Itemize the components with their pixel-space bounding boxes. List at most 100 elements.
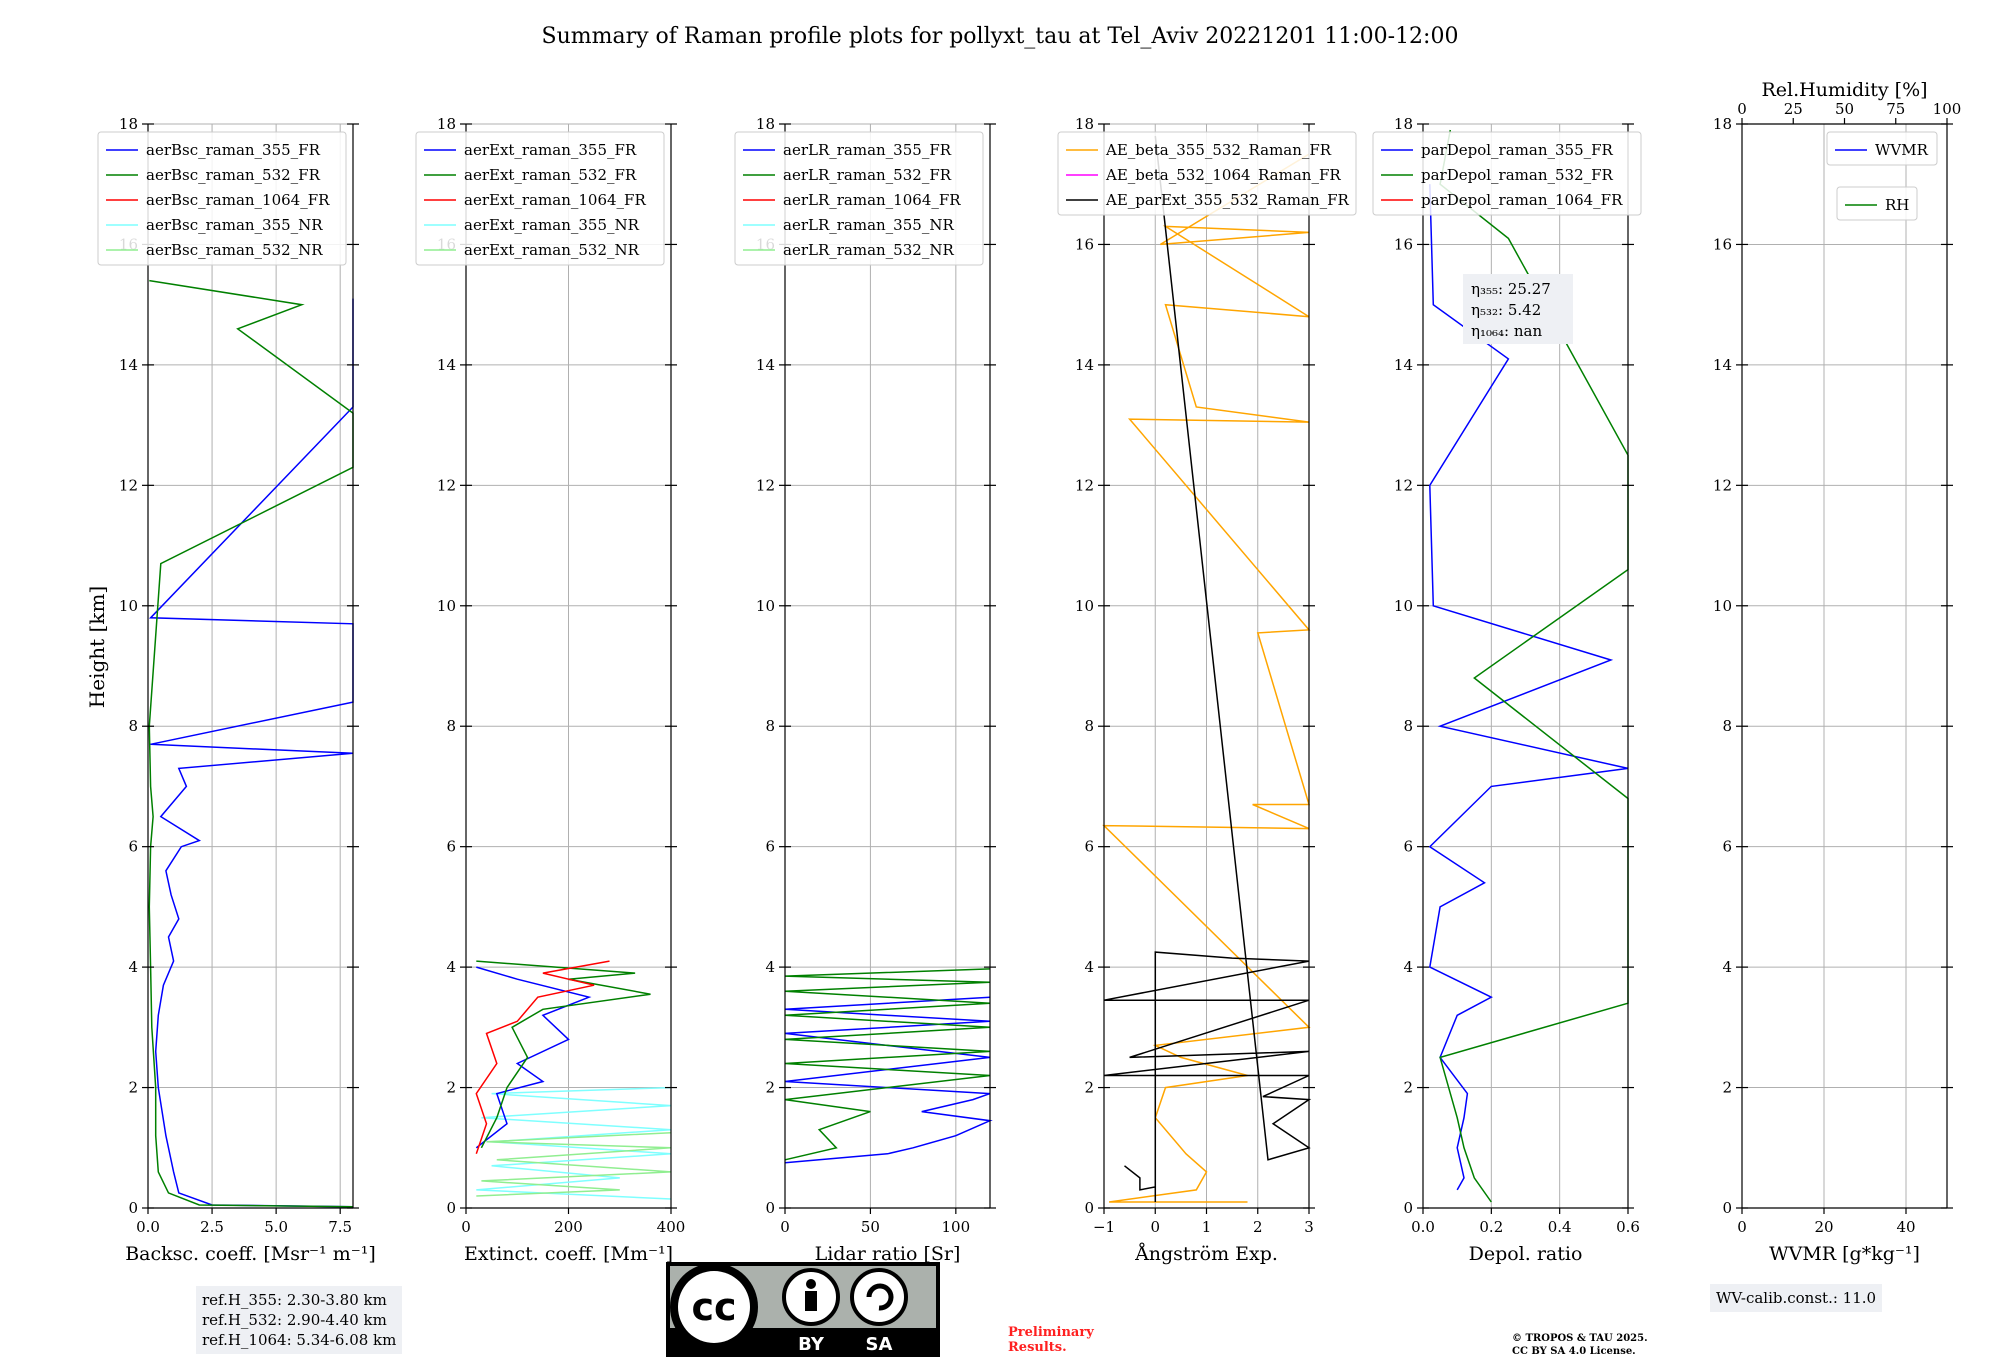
y-tick-label: 18 xyxy=(756,115,775,133)
license-by-label: BY xyxy=(798,1334,825,1355)
copyright-line-2: CC BY SA 4.0 License. xyxy=(1512,1346,1636,1357)
license-sa-label: SA xyxy=(866,1334,893,1355)
y-axis-label: Height [km] xyxy=(85,586,109,708)
x-axis-label: Lidar ratio [Sr] xyxy=(815,1243,961,1265)
x-tick-label: 20 xyxy=(1814,1218,1833,1236)
legend-box xyxy=(415,131,665,266)
y-tick-label: 14 xyxy=(437,356,456,374)
x-tick-label: 1 xyxy=(1202,1218,1212,1236)
y-tick-label: 12 xyxy=(1075,476,1094,494)
legend-label: aerLR_raman_532_NR xyxy=(783,241,954,259)
y-tick-label: 8 xyxy=(128,717,138,735)
legend-label: aerLR_raman_355_NR xyxy=(783,216,954,234)
y-tick-label: 12 xyxy=(437,476,456,494)
y-tick-label: 0 xyxy=(1084,1199,1094,1217)
preliminary-note: Preliminary Results. xyxy=(1008,1325,1094,1355)
x-tick-label: 0 xyxy=(780,1218,790,1236)
y-tick-label: 12 xyxy=(1713,476,1732,494)
series-aerExt_raman_532_NR xyxy=(476,1131,672,1197)
x-tick-label: 5.0 xyxy=(264,1218,288,1236)
preliminary-line-2: Results. xyxy=(1008,1340,1067,1355)
ref-height-532: ref.H_532: 2.90-4.40 km xyxy=(202,1311,387,1329)
y-tick-label: 16 xyxy=(1713,235,1732,253)
top-x-tick-label: 50 xyxy=(1835,100,1854,118)
legend-label: aerBsc_raman_532_NR xyxy=(146,241,323,259)
legend-label: aerExt_raman_1064_FR xyxy=(464,191,646,209)
x-tick-label: 400 xyxy=(657,1218,686,1236)
y-tick-label: 10 xyxy=(437,597,456,615)
by-icon-head xyxy=(806,1279,816,1289)
legend-rh-box xyxy=(1836,186,1918,221)
legend-label: parDepol_raman_355_FR xyxy=(1421,141,1614,159)
y-tick-label: 10 xyxy=(1713,597,1732,615)
y-tick-label: 10 xyxy=(1075,597,1094,615)
y-tick-label: 12 xyxy=(756,476,775,494)
eta-value: η₁₀₆₄: nan xyxy=(1471,322,1542,340)
wv-calibration-box: WV-calib.const.: 11.0 xyxy=(1710,1284,1883,1312)
series-parDepol_raman_355_FR xyxy=(1428,184,1629,1191)
series-AE_parExt_355_532_Raman_FR xyxy=(1103,135,1312,1202)
y-tick-label: 6 xyxy=(1084,838,1094,856)
x-tick-label: 7.5 xyxy=(328,1218,352,1236)
x-tick-label: 0 xyxy=(1150,1218,1160,1236)
x-tick-label: 0 xyxy=(461,1218,471,1236)
legend-label: aerLR_raman_355_FR xyxy=(783,141,952,159)
copyright-line-1: © TROPOS & TAU 2025. xyxy=(1512,1333,1648,1344)
y-tick-label: 2 xyxy=(1084,1079,1094,1097)
x-axis-label: Depol. ratio xyxy=(1469,1243,1583,1265)
sa-icon-arrow xyxy=(866,1283,894,1311)
y-tick-label: 2 xyxy=(765,1079,775,1097)
y-tick-label: 6 xyxy=(446,838,456,856)
legend-label: AE_beta_532_1064_Raman_FR xyxy=(1105,166,1341,184)
x-tick-label: 0.0 xyxy=(1411,1218,1435,1236)
y-tick-label: 2 xyxy=(446,1079,456,1097)
y-tick-label: 0 xyxy=(128,1199,138,1217)
y-tick-label: 2 xyxy=(128,1079,138,1097)
y-tick-label: 12 xyxy=(119,476,138,494)
y-tick-label: 10 xyxy=(1394,597,1413,615)
legend-label: aerExt_raman_355_FR xyxy=(464,141,637,159)
x-tick-label: 0.4 xyxy=(1548,1218,1572,1236)
legend-label: aerBsc_raman_355_NR xyxy=(146,216,323,234)
legend-label: aerBsc_raman_532_FR xyxy=(146,166,321,184)
y-tick-label: 6 xyxy=(765,838,775,856)
top-x-tick-label: 0 xyxy=(1737,100,1747,118)
eta-value: η₅₃₂: 5.42 xyxy=(1471,301,1541,319)
legend-label: parDepol_raman_532_FR xyxy=(1421,166,1614,184)
legend-label: aerBsc_raman_1064_FR xyxy=(146,191,330,209)
series-AE_beta_355_532_Raman_FR xyxy=(1102,153,1311,1203)
top-x-tick-label: 100 xyxy=(1933,100,1962,118)
figure-title: Summary of Raman profile plots for polly… xyxy=(542,24,1459,49)
legend-box xyxy=(97,131,347,266)
x-tick-label: 0.2 xyxy=(1479,1218,1503,1236)
x-tick-label: 0.0 xyxy=(136,1218,160,1236)
cc-license-badge[interactable]: cc BY SA xyxy=(666,1262,940,1357)
y-tick-label: 14 xyxy=(756,356,775,374)
x-tick-label: 50 xyxy=(861,1218,880,1236)
x-tick-label: 2 xyxy=(1253,1218,1263,1236)
legend-label: aerExt_raman_532_FR xyxy=(464,166,637,184)
series-aerExt_raman_532_FR xyxy=(476,960,651,1149)
legend-box xyxy=(1057,131,1357,216)
x-tick-label: 200 xyxy=(554,1218,583,1236)
y-tick-label: 18 xyxy=(119,115,138,133)
legend-rh-label: RH xyxy=(1885,196,1909,214)
x-tick-label: 0.6 xyxy=(1616,1218,1640,1236)
panel-6: 0 2 4 6 8 10 12 14 16 18 0 20 40 WVMR [g*kg⁻¹] 0 25 50 75… xyxy=(1713,79,1961,1265)
cc-icon: cc xyxy=(691,1285,736,1329)
x-axis-label: Ångström Exp. xyxy=(1134,1243,1278,1265)
legend-label: parDepol_raman_1064_FR xyxy=(1421,191,1623,209)
sa-icon xyxy=(850,1268,908,1326)
reference-height-box: ref.H_355: 2.30-3.80 km ref.H_532: 2.90-… xyxy=(196,1286,403,1354)
y-tick-label: 8 xyxy=(1084,717,1094,735)
x-tick-label: 2.5 xyxy=(200,1218,224,1236)
y-tick-label: 14 xyxy=(119,356,138,374)
y-tick-label: 18 xyxy=(1394,115,1413,133)
legend-box xyxy=(734,131,984,266)
y-tick-label: 12 xyxy=(1394,476,1413,494)
x-axis-label: WVMR [g*kg⁻¹] xyxy=(1769,1243,1920,1265)
y-tick-label: 4 xyxy=(1403,958,1413,976)
y-tick-label: 10 xyxy=(756,597,775,615)
